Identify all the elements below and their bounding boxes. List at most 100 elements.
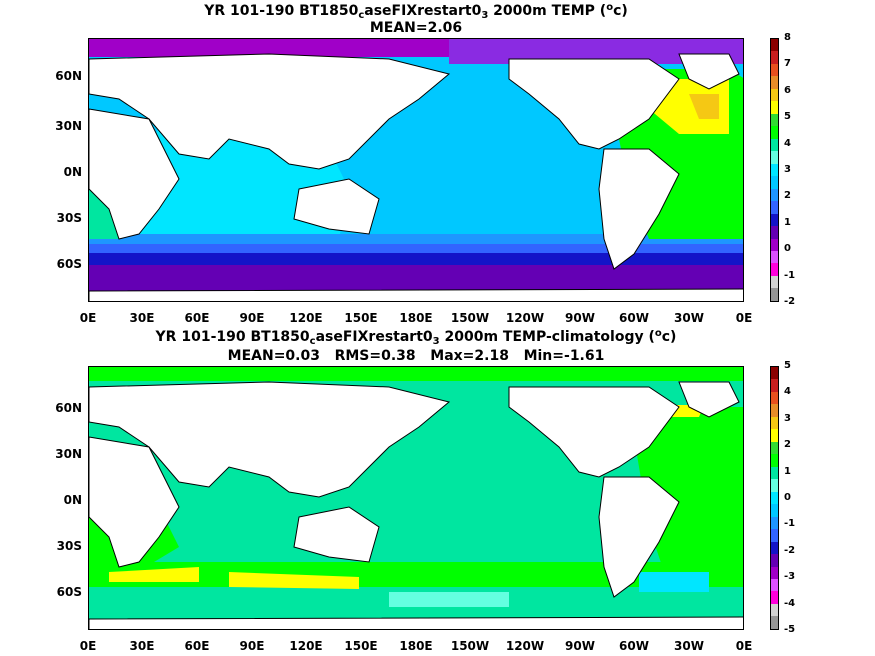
bottom-lon-label: 150E bbox=[344, 639, 378, 653]
colorbar-segment bbox=[771, 479, 778, 492]
colorbar-segment bbox=[771, 491, 778, 505]
top-lat-label: 60N bbox=[55, 69, 82, 83]
colorbar-label: -2 bbox=[784, 544, 796, 556]
bottom-colorbar bbox=[770, 366, 779, 630]
top-lon-label: 30E bbox=[129, 311, 155, 325]
bottom-lon-label: 180E bbox=[399, 639, 433, 653]
bottom-lat-label: 60N bbox=[55, 401, 82, 415]
top-lon-label: 150W bbox=[450, 311, 490, 325]
colorbar-segment bbox=[771, 441, 778, 455]
colorbar-segment bbox=[771, 391, 778, 405]
colorbar-label: 7 bbox=[784, 58, 791, 70]
colorbar-label: 1 bbox=[784, 465, 791, 477]
colorbar-label: -2 bbox=[784, 296, 796, 307]
top-lat-label: 60S bbox=[56, 257, 82, 271]
bottom-lon-label: 60E bbox=[184, 639, 210, 653]
colorbar-segment bbox=[771, 566, 778, 579]
colorbar-segment bbox=[771, 603, 778, 617]
top-map-stats: MEAN=2.06 bbox=[369, 20, 463, 36]
colorbar-segment bbox=[771, 529, 778, 542]
colorbar-segment bbox=[771, 188, 778, 202]
bottom-lat-label: 60S bbox=[56, 585, 82, 599]
colorbar-segment bbox=[771, 151, 778, 164]
colorbar-segment bbox=[771, 554, 778, 567]
colorbar-segment bbox=[771, 76, 778, 89]
bottom-lat-label: 30N bbox=[55, 447, 82, 461]
colorbar-label: -1 bbox=[784, 269, 796, 281]
colorbar-segment bbox=[771, 541, 778, 555]
colorbar-segment bbox=[771, 113, 778, 127]
colorbar-label: 5 bbox=[784, 111, 791, 123]
colorbar-segment bbox=[771, 367, 778, 380]
colorbar-segment bbox=[771, 201, 778, 214]
colorbar-label: 2 bbox=[784, 190, 791, 202]
colorbar-segment bbox=[771, 101, 778, 114]
top-lat-label: 30S bbox=[56, 211, 82, 225]
colorbar-segment bbox=[771, 88, 778, 102]
colorbar-segment bbox=[771, 379, 778, 392]
bottom-lat-label: 30S bbox=[56, 539, 82, 553]
bottom-lon-label: 150W bbox=[450, 639, 490, 653]
colorbar-segment bbox=[771, 516, 778, 530]
colorbar-segment bbox=[771, 63, 778, 77]
colorbar-segment bbox=[771, 51, 778, 64]
colorbar-label: 4 bbox=[784, 386, 791, 398]
colorbar-segment bbox=[771, 466, 778, 480]
colorbar-segment bbox=[771, 454, 778, 467]
colorbar-label: -1 bbox=[784, 518, 796, 530]
colorbar-label: 2 bbox=[784, 439, 791, 451]
bottom-map-title: YR 101-190 BT1850caseFIXrestart03 2000m … bbox=[155, 328, 677, 347]
top-lon-label: 90E bbox=[239, 311, 265, 325]
colorbar-label: 3 bbox=[784, 412, 791, 424]
colorbar-segment bbox=[771, 213, 778, 227]
colorbar-label: -3 bbox=[784, 571, 796, 583]
top-map bbox=[88, 38, 744, 302]
colorbar-segment bbox=[771, 126, 778, 139]
colorbar-label: 5 bbox=[784, 360, 791, 371]
top-lon-label: 150E bbox=[344, 311, 378, 325]
top-colorbar bbox=[770, 38, 779, 302]
colorbar-label: 4 bbox=[784, 137, 791, 149]
bottom-lon-label: 120W bbox=[505, 639, 545, 653]
bottom-lon-label: 0E bbox=[79, 639, 97, 653]
bottom-lon-label: 120E bbox=[289, 639, 323, 653]
colorbar-segment bbox=[771, 226, 778, 239]
colorbar-label: 3 bbox=[784, 164, 791, 175]
colorbar-segment bbox=[771, 263, 778, 276]
colorbar-segment bbox=[771, 238, 778, 251]
colorbar-segment bbox=[771, 176, 778, 189]
top-lon-label: 120W bbox=[505, 311, 545, 325]
colorbar-segment bbox=[771, 504, 778, 517]
bottom-lat-label: 0N bbox=[63, 493, 82, 507]
colorbar-segment bbox=[771, 250, 778, 264]
colorbar-label: 6 bbox=[784, 84, 791, 96]
colorbar-label: -4 bbox=[784, 597, 796, 609]
colorbar-segment bbox=[771, 288, 778, 301]
bottom-lon-label: 60W bbox=[619, 639, 649, 653]
bottom-map-stats: MEAN=0.03 RMS=0.38 Max=2.18 Min=-1.61 bbox=[227, 348, 605, 364]
colorbar-segment bbox=[771, 429, 778, 442]
bottom-map-field bbox=[89, 367, 743, 629]
bottom-lon-label: 30W bbox=[674, 639, 704, 653]
colorbar-segment bbox=[771, 591, 778, 604]
colorbar-label: 8 bbox=[784, 32, 791, 43]
top-lon-label: 0E bbox=[79, 311, 97, 325]
colorbar-label: 0 bbox=[784, 492, 791, 503]
colorbar-segment bbox=[771, 416, 778, 430]
colorbar-segment bbox=[771, 39, 778, 52]
colorbar-label: 0 bbox=[784, 243, 791, 255]
top-lon-label: 0E bbox=[735, 311, 753, 325]
colorbar-segment bbox=[771, 275, 778, 289]
top-map-title: YR 101-190 BT1850caseFIXrestart03 2000m … bbox=[204, 2, 628, 21]
colorbar-segment bbox=[771, 404, 778, 417]
top-map-field bbox=[89, 39, 743, 301]
bottom-lon-label: 0E bbox=[735, 639, 753, 653]
colorbar-label: 1 bbox=[784, 216, 791, 228]
colorbar-segment bbox=[771, 578, 778, 592]
colorbar-segment bbox=[771, 163, 778, 177]
top-lon-label: 60E bbox=[184, 311, 210, 325]
colorbar-segment bbox=[771, 616, 778, 629]
top-lon-label: 90W bbox=[565, 311, 595, 325]
top-lon-label: 30W bbox=[674, 311, 704, 325]
colorbar-label: -5 bbox=[784, 624, 796, 635]
